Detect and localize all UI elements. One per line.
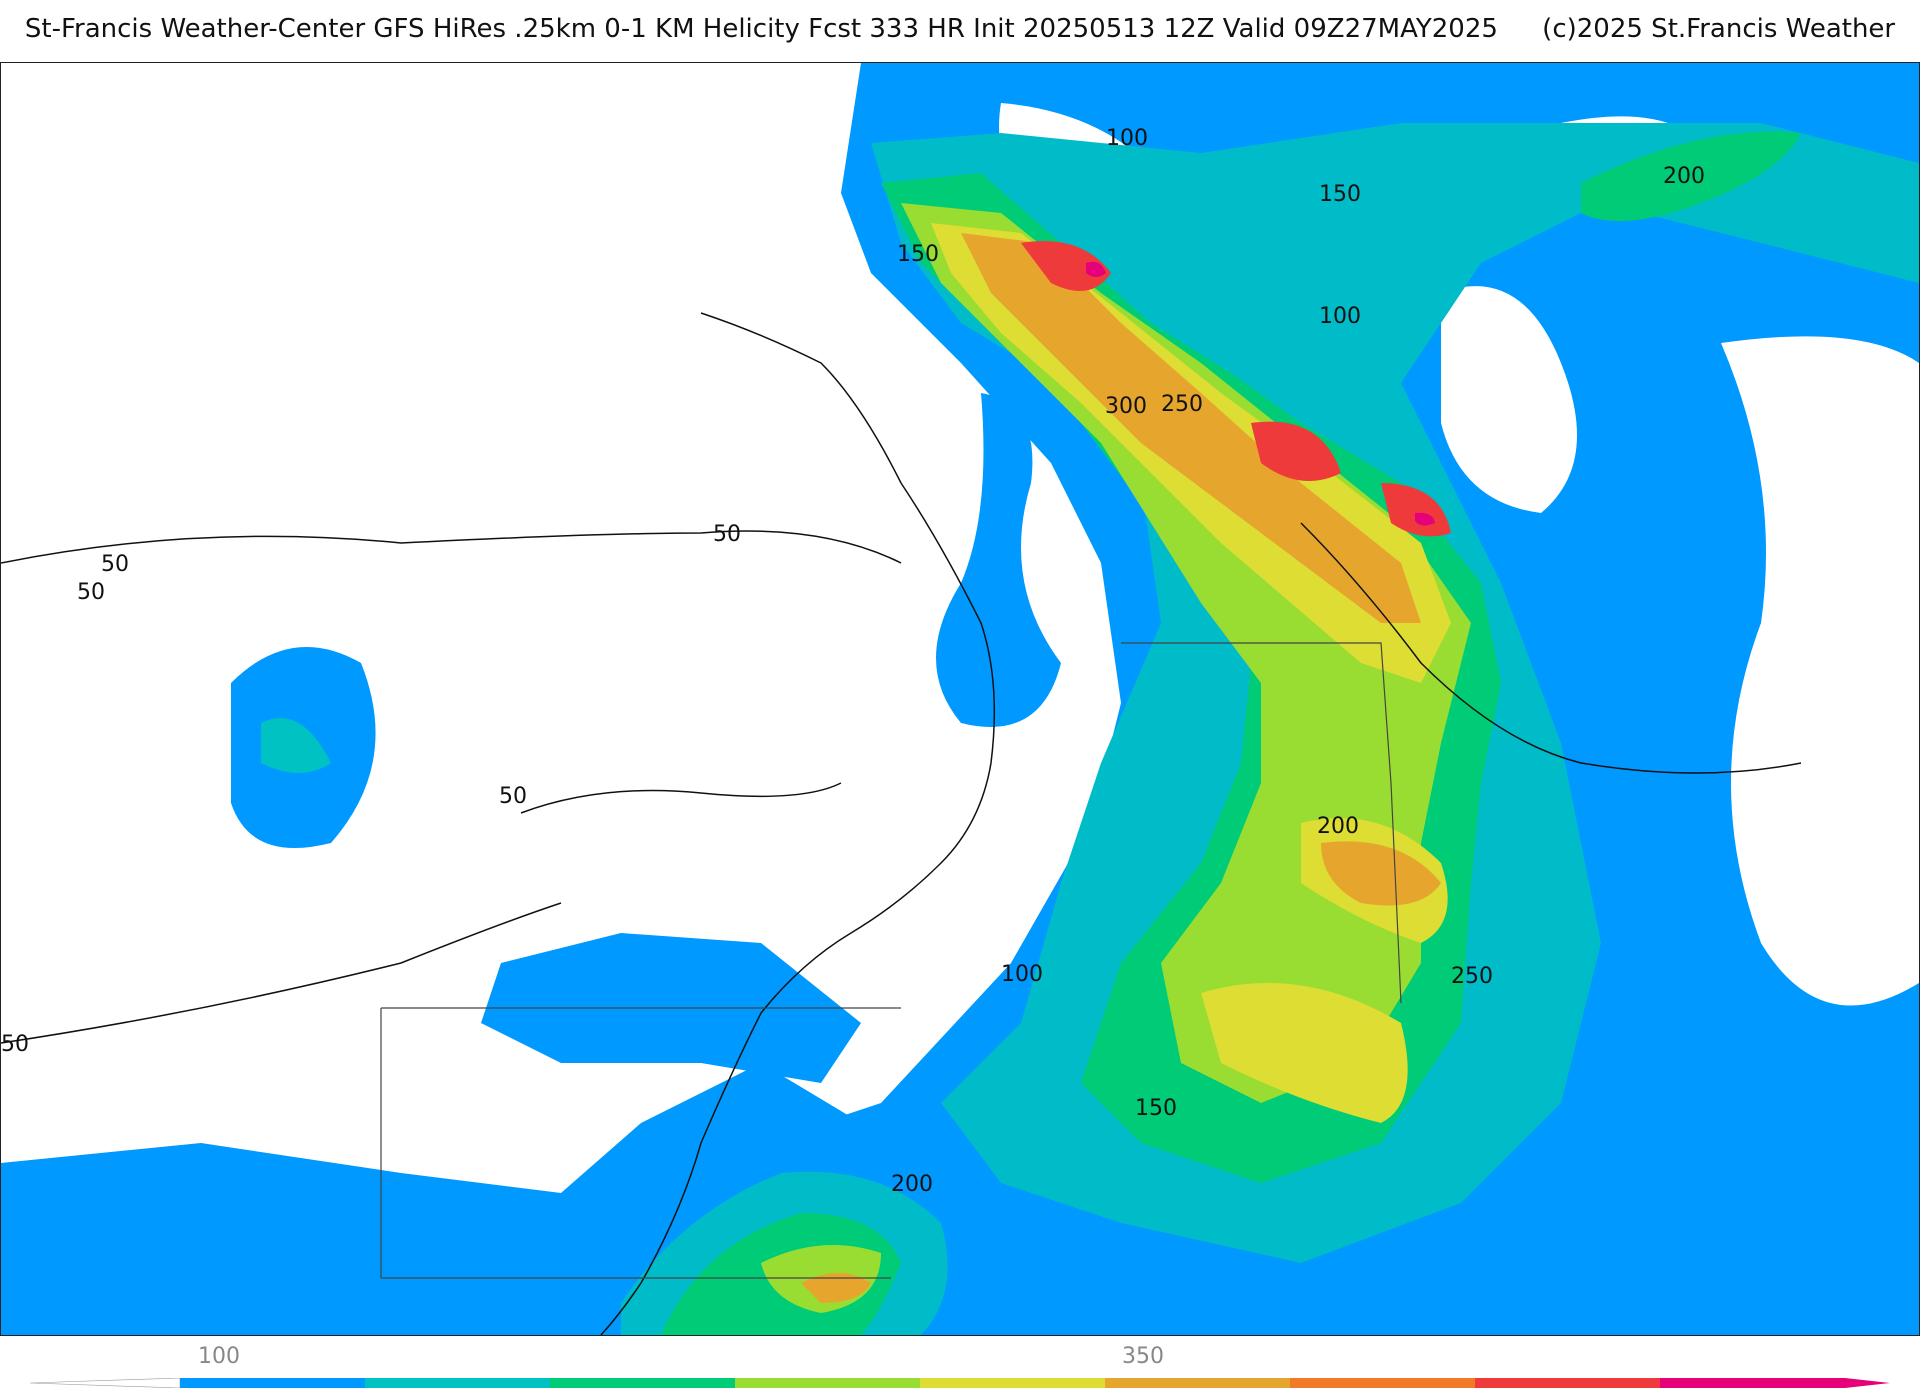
contour-label: 150 (897, 242, 939, 267)
contour-label: 100 (1106, 126, 1148, 151)
fill-band-orange-south (801, 1273, 871, 1303)
contour-label: 250 (1161, 392, 1203, 417)
coastline-north (600, 312, 996, 1335)
colorbar (30, 1378, 1890, 1388)
fill-hole-white-ne (1441, 286, 1577, 513)
contour-label: 50 (713, 522, 741, 547)
contour-label: 50 (1, 1032, 29, 1057)
colorbar-segment (735, 1378, 920, 1388)
coastline-ne (1300, 522, 1802, 774)
title-source: St-Francis Weather-Center GFS HiRes .25k… (24, 14, 1498, 44)
contour-label: 150 (1319, 182, 1361, 207)
border-ne-states (1121, 642, 1402, 1004)
colorbar-segment (180, 1378, 365, 1388)
contour-lake (520, 782, 842, 814)
contour-label: 300 (1105, 394, 1147, 419)
colorbar-segment (365, 1378, 550, 1388)
fill-band-yellow-low (1201, 983, 1408, 1123)
contour-50-south (1, 902, 562, 1044)
map-title: St-Francis Weather-Center GFS HiRes .25k… (0, 14, 1920, 44)
contour-label: 50 (499, 784, 527, 809)
fill-band-cyan-west-spot (261, 718, 331, 773)
contour-label: 150 (1135, 1096, 1177, 1121)
colorbar-segment (1290, 1378, 1475, 1388)
colorbar-segment (1660, 1378, 1845, 1388)
fill-band-orange-mid (1321, 841, 1441, 906)
colorbar-segments (30, 1378, 1890, 1388)
colorbar-extend-high (1845, 1378, 1890, 1388)
fill-band-magenta-east (1415, 512, 1435, 526)
contour-label: 250 (1451, 964, 1493, 989)
colorbar-segment (1475, 1378, 1660, 1388)
contour-50-west (1, 530, 902, 564)
helicity-map: 100 150 200 150 100 300 250 50 50 50 50 … (1, 63, 1919, 1335)
contour-label: 100 (1001, 962, 1043, 987)
contour-label: 200 (1317, 814, 1359, 839)
colorbar-extend-low (30, 1378, 181, 1388)
state-borders (380, 642, 1402, 1279)
fill-band-blue-spot-center (936, 393, 1061, 727)
contour-labels: 100 150 200 150 100 300 250 50 50 50 50 … (1, 126, 1705, 1197)
coastlines (1, 312, 1802, 1335)
colorbar-segment (550, 1378, 735, 1388)
fill-hole-white-east (1721, 336, 1919, 1006)
contour-label: 200 (1663, 164, 1705, 189)
fill-band-orange (961, 233, 1421, 623)
title-copyright: (c)2025 St.Francis Weather (1542, 14, 1896, 44)
helicity-fills (1, 63, 1919, 1335)
colorbar-tick-label: 100 (198, 1344, 240, 1369)
fill-band-red-center (1251, 421, 1341, 481)
map-panel: 100 150 200 150 100 300 250 50 50 50 50 … (0, 62, 1920, 1336)
colorbar-tick-label: 350 (1122, 1344, 1164, 1369)
fill-band-green-ne (1581, 131, 1801, 221)
colorbar-segment (1105, 1378, 1290, 1388)
contour-label: 50 (101, 552, 129, 577)
contour-label: 100 (1319, 304, 1361, 329)
contour-label: 50 (77, 580, 105, 605)
fill-band-red-north (1021, 241, 1111, 291)
colorbar-segment (920, 1378, 1105, 1388)
contour-label: 200 (891, 1172, 933, 1197)
fill-band-magenta-north (1086, 261, 1106, 277)
